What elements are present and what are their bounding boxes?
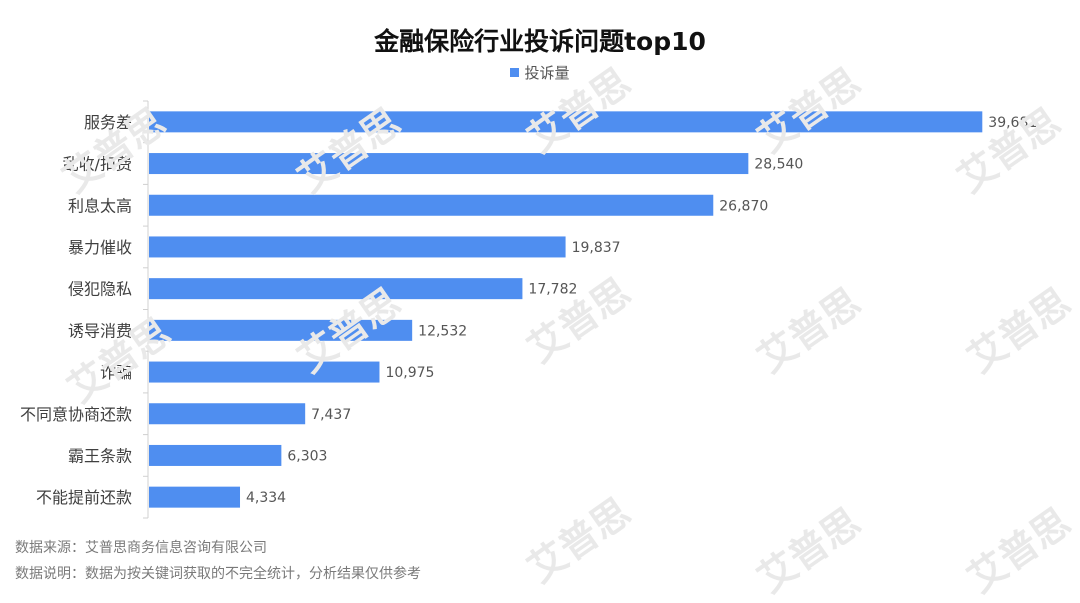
data-label: 7,437 <box>311 407 351 423</box>
category-label: 服务差 <box>84 113 132 132</box>
chart-legend: 投诉量 <box>0 62 1080 83</box>
bar <box>149 236 566 258</box>
data-label: 39,681 <box>988 115 1037 131</box>
category-label: 侵犯隐私 <box>68 280 132 299</box>
chart-title: 金融保险行业投诉问题top10 <box>374 27 706 56</box>
category-label: 不同意协商还款 <box>20 405 132 424</box>
bar <box>149 319 413 341</box>
category-label: 诱导消费 <box>68 321 132 340</box>
bar <box>149 153 749 175</box>
category-label: 乱收/扣费 <box>63 155 132 174</box>
data-label: 28,540 <box>754 157 803 173</box>
category-label: 不能提前还款 <box>36 488 132 507</box>
bar <box>149 278 523 300</box>
legend-label: 投诉量 <box>524 64 570 82</box>
data-label: 4,334 <box>246 490 286 506</box>
bar <box>149 111 983 133</box>
category-label: 霸王条款 <box>68 446 132 465</box>
category-label: 诈骗 <box>100 363 132 382</box>
bar <box>149 444 282 466</box>
data-label: 17,782 <box>528 282 577 298</box>
data-label: 26,870 <box>719 198 768 214</box>
category-label: 暴力催收 <box>68 238 132 257</box>
bar <box>149 403 306 425</box>
data-source-note: 数据来源：艾普思商务信息咨询有限公司 <box>15 540 267 556</box>
data-label: 6,303 <box>287 448 327 464</box>
category-label: 利息太高 <box>68 196 132 215</box>
data-description-note: 数据说明：数据为按关键词获取的不完全统计，分析结果仅供参考 <box>15 566 421 582</box>
data-label: 10,975 <box>385 365 434 381</box>
bar <box>149 194 714 216</box>
bar <box>149 361 380 383</box>
legend-swatch <box>510 68 520 77</box>
bar <box>149 486 241 508</box>
data-label: 19,837 <box>572 240 621 256</box>
data-label: 12,532 <box>418 323 467 339</box>
